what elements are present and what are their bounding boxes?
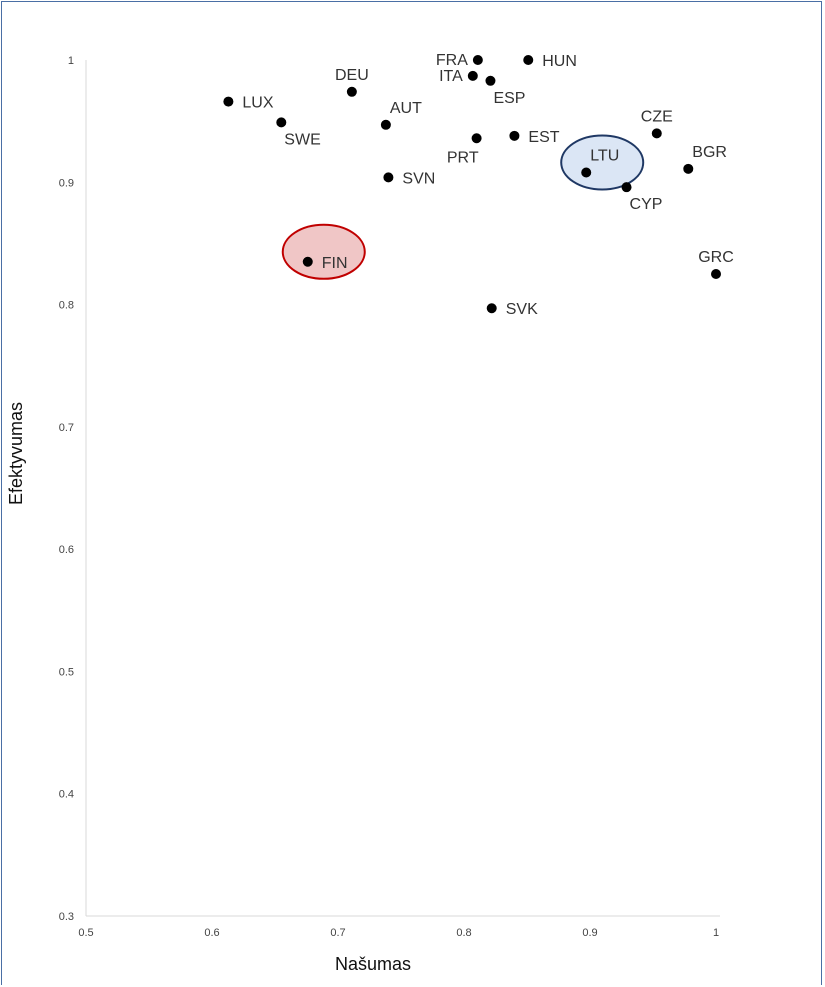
point-label-prt: PRT (447, 149, 479, 166)
point-labels: FRA HUN ITA ESP DEU LUX SWE AUT CZE EST PRT BGR LTU S… (242, 52, 733, 318)
point-svn (383, 172, 394, 183)
point-label-cze: CZE (641, 108, 673, 125)
x-axis-title: Našumas (335, 954, 412, 974)
data-points (223, 55, 721, 314)
y-tick-label: 0.5 (59, 666, 74, 678)
point-label-bgr: BGR (692, 144, 727, 161)
point-esp (485, 75, 496, 86)
highlight-ellipses (281, 134, 645, 280)
point-label-ita: ITA (439, 68, 463, 85)
x-tick-label: 0.9 (582, 927, 597, 939)
x-tick-label: 0.6 (204, 927, 219, 939)
point-label-svk: SVK (506, 301, 538, 318)
y-tick-label: 0.9 (59, 177, 74, 189)
point-cyp (621, 182, 632, 193)
point-prt (471, 133, 482, 144)
axes: 0.5 0.6 0.7 0.8 0.9 1 0.3 0.4 0.5 0.6 0.7 0.8 0.9 1 (59, 55, 720, 939)
y-tick-label: 0.8 (59, 300, 74, 312)
point-fra (472, 55, 483, 65)
y-axis-title: Efektyvumas (6, 401, 26, 505)
point-hun (523, 55, 534, 65)
point-label-cyp: CYP (630, 196, 663, 213)
point-cze (651, 128, 662, 139)
point-svk (486, 303, 497, 314)
point-aut (380, 119, 391, 130)
point-label-est: EST (528, 129, 559, 146)
point-label-lux: LUX (242, 95, 273, 112)
point-label-svn: SVN (402, 170, 435, 187)
point-label-fin: FIN (322, 255, 348, 272)
point-label-hun: HUN (542, 53, 577, 70)
x-tick-label: 0.5 (78, 927, 93, 939)
point-label-esp: ESP (493, 90, 525, 107)
point-grc (711, 269, 721, 279)
point-label-grc: GRC (698, 249, 734, 266)
point-fin (302, 256, 313, 267)
point-label-aut: AUT (390, 100, 422, 117)
point-ltu (581, 167, 592, 178)
y-tick-label: 1 (68, 55, 74, 67)
point-label-deu: DEU (335, 67, 369, 84)
point-bgr (683, 163, 694, 174)
y-tick-label: 0.7 (59, 422, 74, 434)
point-label-swe: SWE (284, 131, 320, 148)
x-tick-label: 0.8 (456, 927, 471, 939)
point-label-fra: FRA (436, 52, 468, 69)
point-label-ltu: LTU (590, 148, 619, 165)
point-est (509, 130, 520, 141)
x-tick-label: 0.7 (330, 927, 345, 939)
x-tick-label: 1 (713, 927, 719, 939)
highlight-ellipse-ltu (560, 134, 645, 191)
y-tick-label: 0.6 (59, 544, 74, 556)
y-tick-label: 0.4 (59, 789, 74, 801)
point-lux (223, 96, 234, 107)
point-deu (346, 86, 357, 97)
point-ita (467, 70, 478, 81)
highlight-ellipse-fin (281, 223, 366, 280)
y-tick-label: 0.3 (59, 911, 74, 923)
point-swe (276, 117, 287, 128)
